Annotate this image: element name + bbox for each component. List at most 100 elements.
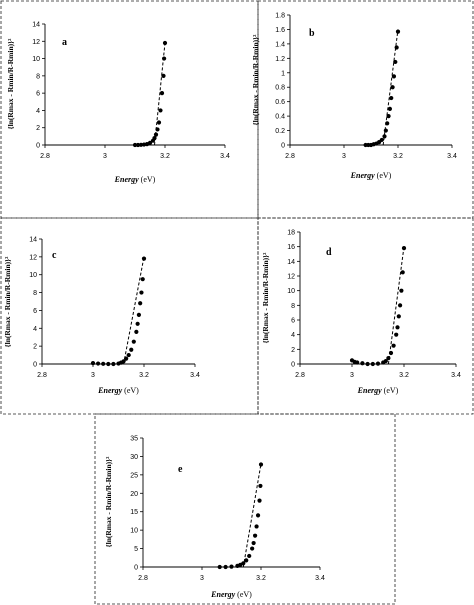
x-axis-label-quantity: Energy <box>97 386 122 395</box>
y-tick-label: 14 <box>29 237 37 244</box>
x-axis-label-unit: (eV) <box>141 175 156 184</box>
y-tick-label: 0 <box>281 143 285 150</box>
data-point <box>140 277 145 282</box>
y-tick-label: 4 <box>36 108 40 115</box>
x-axis-label: Energy (eV) <box>357 386 399 395</box>
data-point <box>147 140 153 145</box>
data-point <box>126 352 131 358</box>
x-axis-label-quantity: Energy <box>114 175 139 184</box>
y-tick-label: 0.4 <box>275 114 285 121</box>
data-point <box>106 361 111 367</box>
y-tick-label: 35 <box>130 436 138 443</box>
y-axis-label: {ln(Rmax - Rmin/R-Rmin)}² <box>6 38 15 129</box>
y-axis-label: {ln(Rmax - Rmin/R-Rmin)}² <box>251 34 260 125</box>
panel-border-e <box>94 413 396 605</box>
y-tick-label: 20 <box>130 491 138 498</box>
chart-e: 0 5 10 15 20 25 30 35 2.8 3 3.2 3.4 Energy (eV) {ln(Rm… <box>104 436 325 600</box>
data-point <box>258 462 264 467</box>
panel-letter: b <box>309 28 315 39</box>
x-axis-label: Energy (eV) <box>97 386 139 395</box>
y-tick-label: 2 <box>33 344 37 351</box>
data-point <box>138 142 144 147</box>
x-axis-label: Energy (eV) <box>210 590 252 599</box>
data-point <box>382 134 387 139</box>
y-tick-label: 14 <box>32 22 40 29</box>
data-point <box>141 256 147 261</box>
y-tick-label: 2 <box>291 347 295 354</box>
x-tick-label: 3.2 <box>399 372 409 379</box>
data-point <box>111 361 116 367</box>
data-point <box>121 359 126 364</box>
y-axis-label: {ln(Rmax - Rmin/R-Rmin)}² <box>104 456 113 547</box>
data-point <box>153 132 159 137</box>
x-tick-label: 2.8 <box>138 575 148 582</box>
y-tick-label: 1.2 <box>275 56 285 63</box>
y-tick-label: 4 <box>33 326 37 333</box>
y-axis-label: {ln(Rmax - Rmin/R-Rmin)}² <box>261 252 270 343</box>
x-tick-label: 3 <box>350 372 354 379</box>
data-point <box>390 85 395 90</box>
y-tick-label: 25 <box>130 472 138 479</box>
data-point <box>135 321 140 326</box>
y-tick-label: 0 <box>291 362 295 369</box>
chart-a: 0 2 4 6 8 10 12 14 2.8 3 3.2 3.4 Energy (eV) {ln(Rmax … <box>6 22 230 185</box>
y-tick-label: 8 <box>33 290 37 297</box>
data-point <box>96 361 101 366</box>
data-point <box>383 128 388 133</box>
data-point <box>379 137 384 143</box>
y-tick-label: 6 <box>33 308 37 315</box>
data-point <box>360 361 365 366</box>
y-tick-label: 14 <box>287 259 295 266</box>
data-point <box>355 360 360 365</box>
y-tick-label: 1 <box>281 70 285 77</box>
data-point <box>139 290 144 295</box>
data-point <box>244 558 249 563</box>
data-point <box>162 56 167 61</box>
y-tick-label: 0 <box>33 362 37 369</box>
data-point <box>156 120 162 125</box>
x-axis-label-unit: (eV) <box>377 171 392 180</box>
data-point <box>365 361 370 367</box>
x-tick-label: 3 <box>200 575 204 582</box>
data-point <box>395 325 400 330</box>
panel-letter: a <box>62 37 67 48</box>
panel-letter: e <box>178 464 183 475</box>
y-tick-label: 12 <box>287 274 295 281</box>
data-point <box>401 246 407 251</box>
data-point <box>90 361 96 366</box>
data-point <box>158 108 163 113</box>
y-tick-label: 0.8 <box>275 85 285 92</box>
x-axis-label-quantity: Energy <box>210 590 235 599</box>
data-point <box>162 40 168 46</box>
data-point <box>386 114 391 119</box>
data-point <box>257 498 262 503</box>
data-point <box>391 74 397 79</box>
fit-line <box>242 463 262 568</box>
y-tick-label: 10 <box>287 288 295 295</box>
y-tick-label: 1.8 <box>275 13 285 20</box>
chart-b: 0 0.2 0.4 0.6 0.8 1 1.2 1.4 1.6 1.8 2.8 3 3.2 3.4 Ener… <box>251 13 457 181</box>
x-axis-label-quantity: Energy <box>350 171 375 180</box>
y-tick-label: 0.6 <box>275 99 285 106</box>
x-tick-label: 3.4 <box>447 153 457 160</box>
data-point <box>389 95 394 101</box>
data-point <box>394 332 399 337</box>
x-tick-label: 3.2 <box>393 153 403 160</box>
data-point <box>399 288 404 293</box>
data-point <box>223 564 228 570</box>
x-tick-label: 3.4 <box>315 575 325 582</box>
y-tick-label: 0.2 <box>275 128 285 135</box>
x-tick-label: 3 <box>91 372 95 379</box>
x-tick-label: 3.2 <box>139 372 149 379</box>
x-tick-label: 2.8 <box>295 372 305 379</box>
data-point <box>375 361 381 366</box>
data-point <box>134 329 139 334</box>
y-tick-label: 5 <box>134 546 138 553</box>
y-tick-label: 8 <box>291 303 295 310</box>
x-axis-label-unit: (eV) <box>124 386 139 395</box>
data-point <box>241 561 246 566</box>
data-point <box>136 312 141 317</box>
